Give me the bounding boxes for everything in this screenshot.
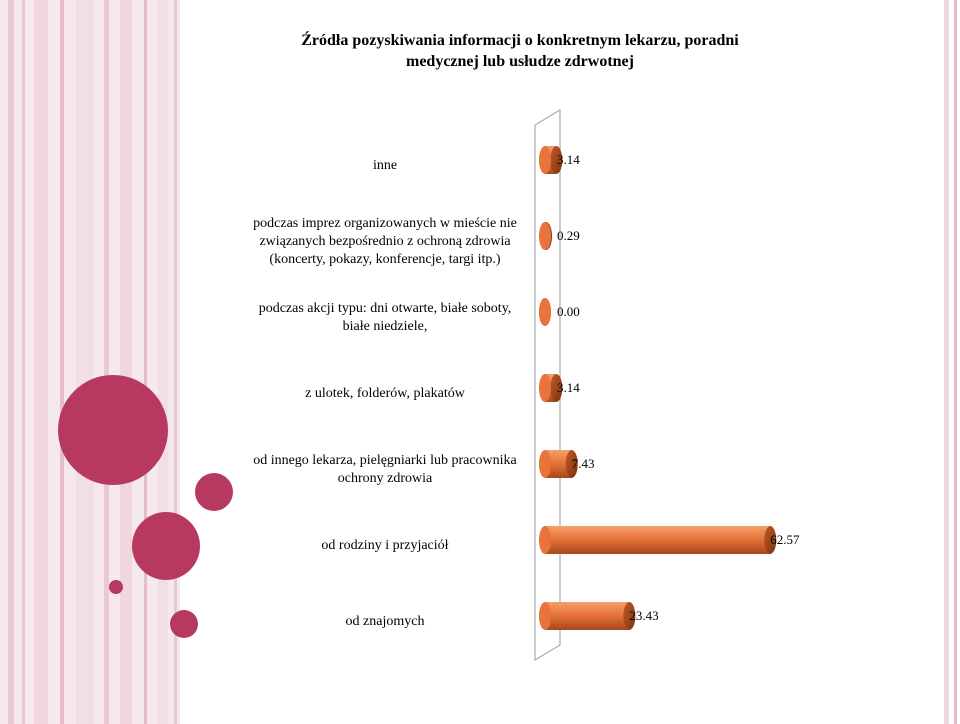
bar-cap	[550, 146, 563, 174]
bar-base	[539, 146, 551, 174]
bar-base	[539, 450, 551, 478]
bar-base	[539, 298, 551, 326]
bar-cap	[565, 450, 578, 478]
category-label: z ulotek, folderów, plakatów	[305, 386, 465, 401]
bar	[545, 526, 771, 554]
value-label: 0.00	[557, 304, 580, 319]
category-label: podczas imprez organizowanych w mieście …	[253, 216, 517, 267]
category-label: od znajomych	[345, 614, 425, 629]
chart-title: Źródła pozyskiwania informacji o konkret…	[301, 32, 739, 70]
value-label: 3.14	[557, 152, 580, 167]
value-label: 23.43	[629, 608, 659, 623]
value-label: 7.43	[571, 456, 595, 471]
value-label: 0.29	[557, 228, 580, 243]
category-label: od rodziny i przyjaciół	[321, 538, 449, 553]
value-label: 62.57	[770, 532, 800, 547]
category-label: podczas akcji typu: dni otwarte, białe s…	[258, 301, 512, 334]
category-label: inne	[372, 158, 398, 173]
bar-base	[539, 374, 551, 402]
bar-cap	[550, 374, 563, 402]
bar-base	[539, 602, 551, 630]
category-label: od innego lekarza, pielęgniarki lub prac…	[253, 453, 517, 486]
bar	[545, 602, 630, 630]
bar-base	[539, 222, 551, 250]
value-label: 3.14	[557, 380, 580, 395]
bar-cap	[623, 602, 636, 630]
bar-cap	[764, 526, 777, 554]
bar-base	[539, 526, 551, 554]
